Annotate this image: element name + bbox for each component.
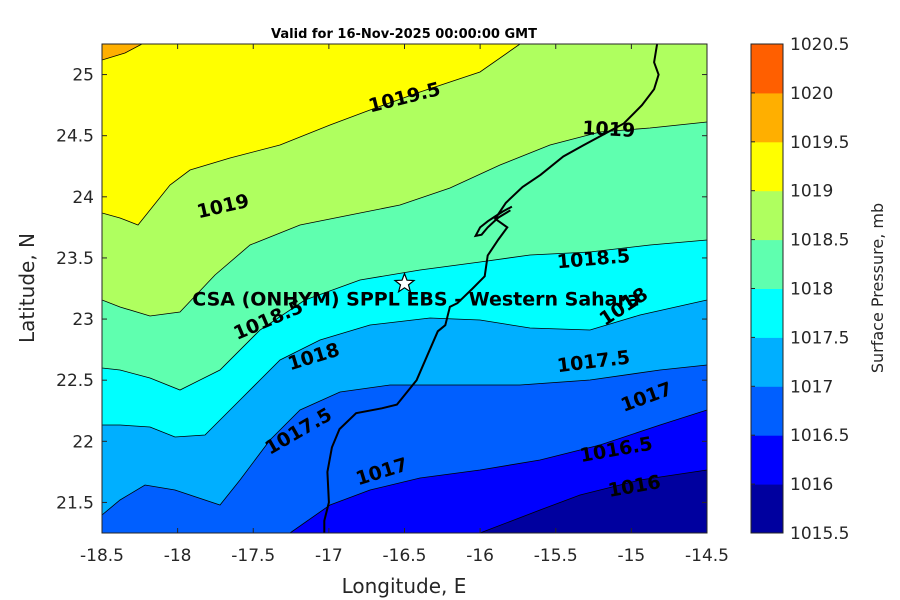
y-tick-label: 22.5: [56, 371, 94, 391]
y-tick-label: 22: [72, 432, 94, 452]
x-axis: -18.5 -18 -17.5 -17 -16.5 -16 -15.5 -15 -14.5: [80, 44, 729, 566]
x-tick-label: -16: [466, 546, 494, 566]
colorbar-label: Surface Pressure, mb: [868, 203, 887, 373]
contour-line-layer: [102, 44, 707, 533]
colorbar-tick-label: 1018.5: [790, 231, 849, 251]
site-label: CSA (ONHYM) SPPL EBS - Western Sahara: [192, 289, 639, 311]
colorbar-tick-label: 1015.5: [790, 524, 849, 544]
contour-1019: [102, 44, 521, 226]
colorbar-frame: [750, 43, 784, 534]
x-tick-label: -18.5: [80, 546, 124, 566]
contour-1016.5: [289, 409, 707, 533]
x-tick-label: -18: [164, 546, 192, 566]
colorbar-tick-label: 1016: [790, 475, 833, 495]
dakhla-peninsula: [473, 205, 513, 238]
colorbar-tick-label: 1017: [790, 377, 833, 397]
contour-1017.5: [102, 299, 707, 438]
x-tick-label: -16.5: [383, 546, 427, 566]
contour-1018.5: [102, 121, 707, 317]
band-1019-1019.5: [102, 44, 520, 225]
band-1019.5-1020: [102, 44, 142, 60]
colorbar-band: [751, 484, 783, 534]
contour-1019.5: [102, 44, 143, 61]
colorbar-band: [751, 337, 783, 387]
y-tick-label: 24.5: [56, 127, 94, 147]
y-tick-label: 21.5: [56, 493, 94, 513]
site-marker-group: CSA (ONHYM) SPPL EBS - Western Sahara: [192, 271, 640, 311]
site-star-icon: [393, 271, 416, 294]
colorbar-band: [751, 190, 783, 241]
x-tick-label: -14.5: [685, 546, 729, 566]
colorbar-tick-label: 1019: [790, 182, 833, 202]
colorbar-band: [751, 239, 783, 289]
y-tick-label: 23.5: [56, 249, 94, 269]
colorbar-tick-label: 1017.5: [790, 328, 849, 348]
x-tick-label: -17.5: [231, 546, 275, 566]
coastline-layer: [323, 44, 660, 533]
contour-1017: [102, 364, 707, 516]
contour-1018: [102, 239, 707, 391]
y-tick-label: 25: [72, 66, 94, 86]
x-tick-label: -15.5: [534, 546, 578, 566]
colorbar-band: [751, 288, 783, 338]
y-tick-label: 24: [72, 188, 94, 208]
colorbar-band: [751, 435, 783, 485]
y-tick-label: 23: [72, 310, 94, 330]
colorbar-band: [751, 141, 783, 192]
contour-1016: [479, 469, 707, 533]
colorbar-tick-label: 1018: [790, 280, 833, 300]
chart-title: Valid for 16-Nov-2025 00:00:00 GMT: [271, 27, 537, 42]
colorbar-tick-label: 1020: [790, 84, 833, 104]
colorbar-tick-label: 1016.5: [790, 426, 849, 446]
colorbar-band: [751, 92, 783, 143]
x-tick-label: -17: [315, 546, 343, 566]
colorbar-band: [751, 44, 783, 94]
y-axis: 21.5 22 22.5 23 23.5 24 24.5 25: [56, 66, 707, 513]
y-axis-label: Latitude, N: [15, 233, 39, 343]
colorbar-tick-label: 1020.5: [790, 35, 849, 55]
colorbar-tick-label: 1019.5: [790, 133, 849, 153]
x-tick-label: -15: [617, 546, 645, 566]
colorbar: 1015.5 1016 1016.5 1017 1017.5 1018 1018.5 1019…: [751, 35, 849, 544]
colorbar-band: [751, 386, 783, 436]
coastline: [323, 44, 660, 533]
contour-label: 1019: [582, 117, 636, 142]
x-axis-label: Longitude, E: [342, 574, 467, 598]
